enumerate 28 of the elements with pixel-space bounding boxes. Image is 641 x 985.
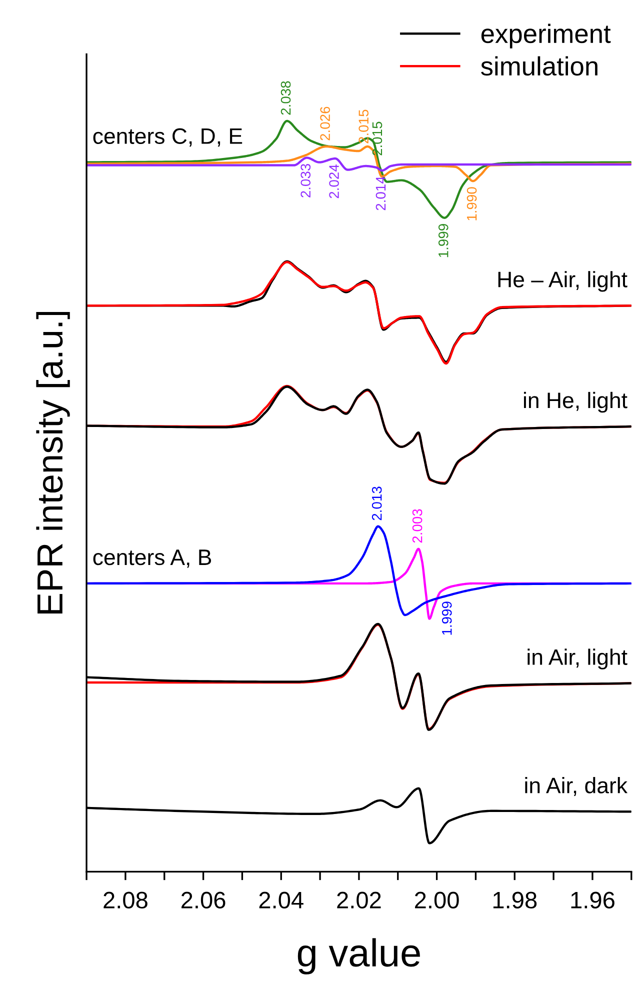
annotation: 2.015 xyxy=(358,110,369,144)
x-tick-label: 1.96 xyxy=(571,892,614,909)
x-tick-label: 2.00 xyxy=(415,892,459,909)
x-tick-label: 1.98 xyxy=(493,892,537,909)
annotation: centers C, D, E xyxy=(93,128,242,147)
annotation: 1.990 xyxy=(466,187,477,220)
annotation: 1.999 xyxy=(442,602,452,635)
annotation: 1.999 xyxy=(438,224,448,258)
annotation: in He, light xyxy=(524,392,628,413)
annotation: 2.033 xyxy=(300,164,311,198)
annotation: 2.013 xyxy=(372,486,382,520)
x-tick-label: 2.04 xyxy=(259,892,304,909)
annotation: 2.038 xyxy=(280,81,291,115)
annotation: 2.003 xyxy=(412,509,422,543)
annotation: 2.026 xyxy=(320,106,330,140)
x-tick-label: 2.02 xyxy=(337,892,381,909)
annotation: 2.014 xyxy=(376,176,386,210)
legend-label: simulation xyxy=(481,56,598,76)
annotation: centers A, B xyxy=(93,550,212,568)
x-tick-label: 2.06 xyxy=(182,892,226,909)
y-axis-title: EPR intensity [a.u.] xyxy=(36,312,70,614)
annotation: He – Air, light xyxy=(498,271,628,292)
x-tick-label: 2.08 xyxy=(104,892,148,909)
annotation: in Air, dark xyxy=(525,777,628,796)
annotation: 2.024 xyxy=(329,164,339,198)
legend-label: experiment xyxy=(481,24,611,48)
x-axis-title: g value xyxy=(298,938,420,974)
annotation: in Air, light xyxy=(528,648,628,670)
